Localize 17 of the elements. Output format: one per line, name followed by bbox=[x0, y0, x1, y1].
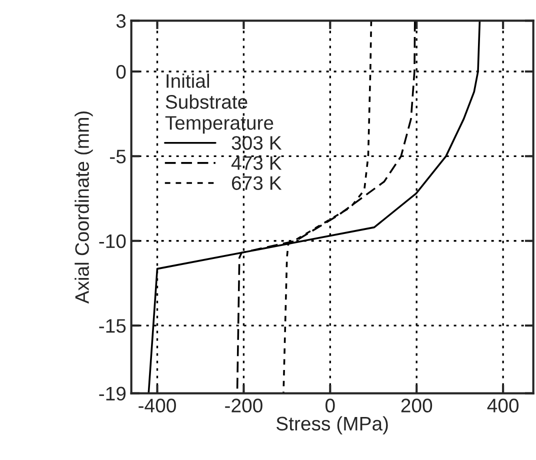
x-tick-label: 200 bbox=[401, 398, 432, 412]
x-tick-label: -200 bbox=[225, 398, 262, 412]
legend-label: 303 K bbox=[232, 136, 282, 150]
y-tick-label: 3 bbox=[116, 14, 126, 28]
x-tick-label: 0 bbox=[326, 398, 335, 412]
y-axis-title: Axial Coordinate (mm) bbox=[74, 111, 93, 304]
y-tick-label: -5 bbox=[110, 150, 126, 164]
x-axis-title: Stress (MPa) bbox=[276, 416, 388, 434]
y-tick-label: -10 bbox=[99, 234, 126, 248]
legend-title: Initial Substrate Temperature bbox=[165, 74, 274, 134]
y-tick-label: -15 bbox=[99, 319, 126, 333]
legend-label: 473 K bbox=[231, 156, 282, 170]
y-tick-label: -19 bbox=[99, 386, 126, 401]
legend-label: 673 K bbox=[232, 176, 282, 190]
y-tick-label: 0 bbox=[116, 64, 126, 79]
x-tick-label: 400 bbox=[487, 398, 519, 412]
x-tick-label: -400 bbox=[138, 398, 176, 412]
